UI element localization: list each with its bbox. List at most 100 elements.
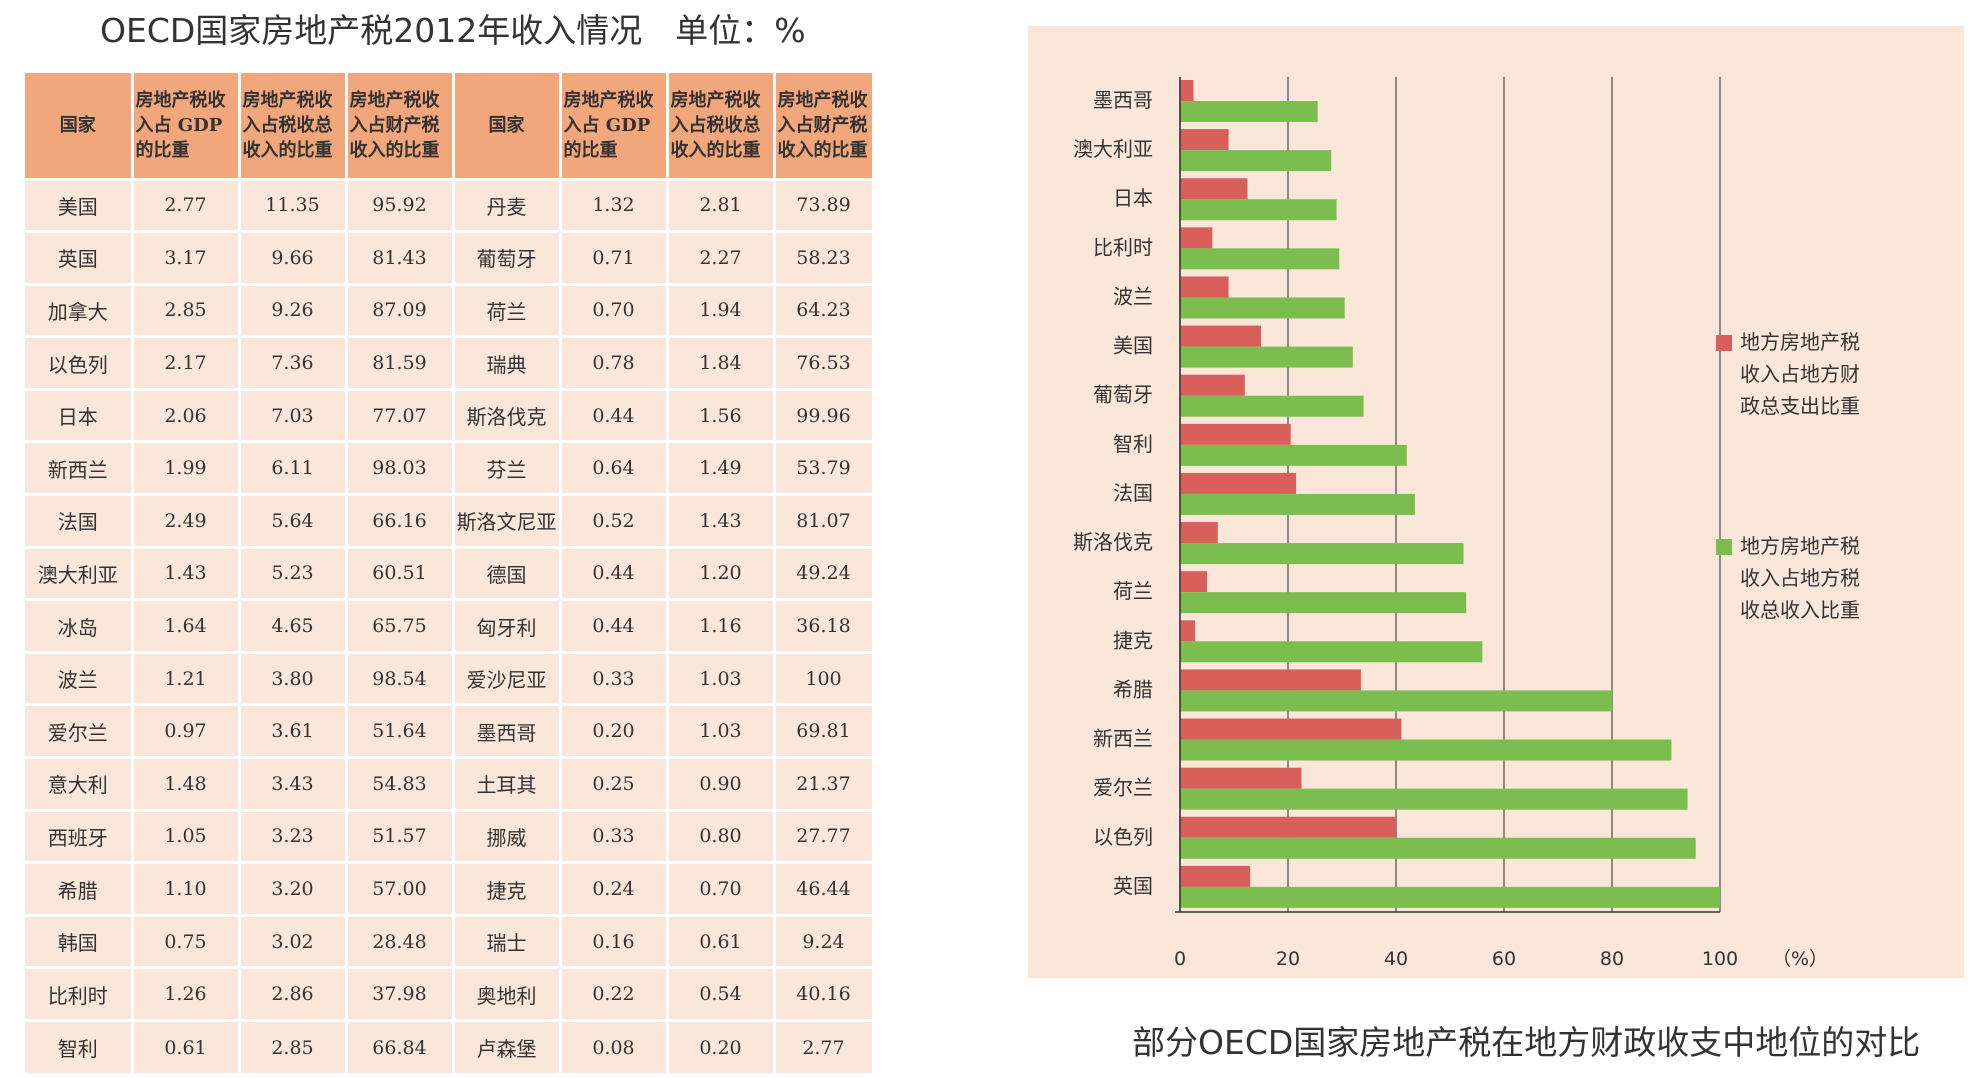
table-row: 英国 3.17 9.66 81.43 葡萄牙 0.71 2.27 58.23 xyxy=(25,230,875,285)
category-label: 爱尔兰 xyxy=(1093,776,1153,800)
value-cell: 0.20 xyxy=(560,703,669,758)
value-cell: 5.64 xyxy=(239,493,348,548)
value-cell: 0.08 xyxy=(560,1019,669,1074)
bar-expenditure-share xyxy=(1180,178,1248,200)
bar-revenue-share xyxy=(1180,346,1353,368)
value-cell: 0.61 xyxy=(132,1019,241,1074)
value-cell: 0.33 xyxy=(560,650,669,705)
country-cell: 澳大利亚 xyxy=(25,545,134,600)
value-cell: 1.05 xyxy=(132,808,241,863)
table-header-row: 国家 房地产税收 入占 GDP 的比重 房地产税收 入占税收总 收入的比重 房地产税收 入占财产… xyxy=(25,73,875,179)
country-cell: 墨西哥 xyxy=(453,703,562,758)
country-cell: 丹麦 xyxy=(453,177,562,232)
column-header-line: 房地产税收 xyxy=(563,89,654,111)
bar-expenditure-share xyxy=(1180,620,1196,642)
bar-revenue-share xyxy=(1180,690,1612,712)
value-cell: 1.10 xyxy=(132,861,241,916)
value-cell: 54.83 xyxy=(346,756,455,811)
value-cell: 60.51 xyxy=(346,545,455,600)
column-header-line: 收入的比重 xyxy=(242,139,333,161)
bar-expenditure-share xyxy=(1180,767,1302,789)
value-cell: 1.64 xyxy=(132,598,241,653)
country-cell: 瑞士 xyxy=(453,913,562,968)
value-cell: 0.75 xyxy=(132,913,241,968)
country-cell: 荷兰 xyxy=(453,282,562,337)
value-cell: 2.77 xyxy=(774,1019,875,1074)
bar-expenditure-share xyxy=(1180,472,1297,494)
column-header: 房地产税收入占 GDP 的比重 xyxy=(560,73,669,179)
value-cell: 87.09 xyxy=(346,282,455,337)
column-header-line: 房地产税收 xyxy=(777,89,868,111)
country-cell: 意大利 xyxy=(25,756,134,811)
bar-expenditure-share xyxy=(1180,129,1229,151)
country-cell: 捷克 xyxy=(453,861,562,916)
value-cell: 0.16 xyxy=(560,913,669,968)
column-header: 房地产税收 入占税收总 收入的比重 xyxy=(239,73,348,179)
bar-expenditure-share xyxy=(1180,522,1218,544)
value-cell: 1.03 xyxy=(667,650,776,705)
value-cell: 3.20 xyxy=(239,861,348,916)
value-cell: 0.33 xyxy=(560,808,669,863)
value-cell: 36.18 xyxy=(774,598,875,653)
value-cell: 3.23 xyxy=(239,808,348,863)
category-label: 日本 xyxy=(1113,186,1153,210)
value-cell: 2.27 xyxy=(667,230,776,285)
value-cell: 76.53 xyxy=(774,335,875,390)
value-cell: 1.03 xyxy=(667,703,776,758)
country-cell: 西班牙 xyxy=(25,808,134,863)
bar-expenditure-share xyxy=(1180,325,1261,347)
value-cell: 0.61 xyxy=(667,913,776,968)
column-header-line: 入占税收总 xyxy=(242,114,333,136)
value-cell: 1.26 xyxy=(132,966,241,1021)
bar-revenue-share xyxy=(1180,543,1464,565)
value-cell: 49.24 xyxy=(774,545,875,600)
bar-revenue-share xyxy=(1180,788,1688,810)
column-header-line: 的比重 xyxy=(563,139,618,161)
value-cell: 1.20 xyxy=(667,545,776,600)
bar-revenue-share xyxy=(1180,837,1696,859)
country-cell: 日本 xyxy=(25,387,134,442)
legend-label-line: 地方房地产税 xyxy=(1740,534,1860,558)
legend-label-line: 收总收入比重 xyxy=(1740,598,1860,622)
bar-expenditure-share xyxy=(1180,571,1207,593)
category-label: 比利时 xyxy=(1093,235,1153,259)
category-label: 捷克 xyxy=(1113,628,1153,652)
value-cell: 99.96 xyxy=(774,387,875,442)
value-cell: 0.54 xyxy=(667,966,776,1021)
value-cell: 0.44 xyxy=(560,545,669,600)
x-tick-label: 40 xyxy=(1384,948,1408,970)
country-cell: 匈牙利 xyxy=(453,598,562,653)
legend-label-line: 收入占地方税 xyxy=(1740,566,1860,590)
table-row: 法国 2.49 5.64 66.16 斯洛文尼亚 0.52 1.43 81.07 xyxy=(25,493,875,548)
column-header-line: 入占 GDP xyxy=(563,114,651,136)
value-cell: 51.64 xyxy=(346,703,455,758)
country-cell: 韩国 xyxy=(25,913,134,968)
bar-revenue-share xyxy=(1180,592,1467,614)
table-row: 波兰 1.21 3.80 98.54 爱沙尼亚 0.33 1.03 100 xyxy=(25,650,875,705)
column-header-line: 房地产税收 xyxy=(670,89,761,111)
country-cell: 芬兰 xyxy=(453,440,562,495)
bar-revenue-share xyxy=(1180,493,1415,515)
country-cell: 土耳其 xyxy=(453,756,562,811)
value-cell: 3.02 xyxy=(239,913,348,968)
table-row: 爱尔兰 0.97 3.61 51.64 墨西哥 0.20 1.03 69.81 xyxy=(25,703,875,758)
bar-revenue-share xyxy=(1180,248,1340,270)
category-label: 希腊 xyxy=(1113,677,1153,701)
column-header: 房地产税收 入占财产税 收入的比重 xyxy=(346,73,455,179)
bar-revenue-share xyxy=(1180,101,1318,122)
country-cell: 挪威 xyxy=(453,808,562,863)
column-header-line: 的比重 xyxy=(135,139,190,161)
x-tick-label: 0 xyxy=(1174,948,1186,970)
oecd-property-tax-table: 国家 房地产税收 入占 GDP 的比重 房地产税收 入占税收总 收入的比重 房地产税收 入占财产… xyxy=(25,73,875,1074)
table-row: 日本 2.06 7.03 77.07 斯洛伐克 0.44 1.56 99.96 xyxy=(25,387,875,442)
bar-revenue-share xyxy=(1180,199,1337,221)
value-cell: 9.66 xyxy=(239,230,348,285)
bar-revenue-share xyxy=(1180,739,1672,761)
bar-revenue-share xyxy=(1180,444,1407,466)
country-cell: 斯洛伐克 xyxy=(453,387,562,442)
value-cell: 2.49 xyxy=(132,493,241,548)
bar-revenue-share xyxy=(1180,150,1332,172)
column-header-line: 入占财产税 xyxy=(777,114,868,136)
value-cell: 0.52 xyxy=(560,493,669,548)
